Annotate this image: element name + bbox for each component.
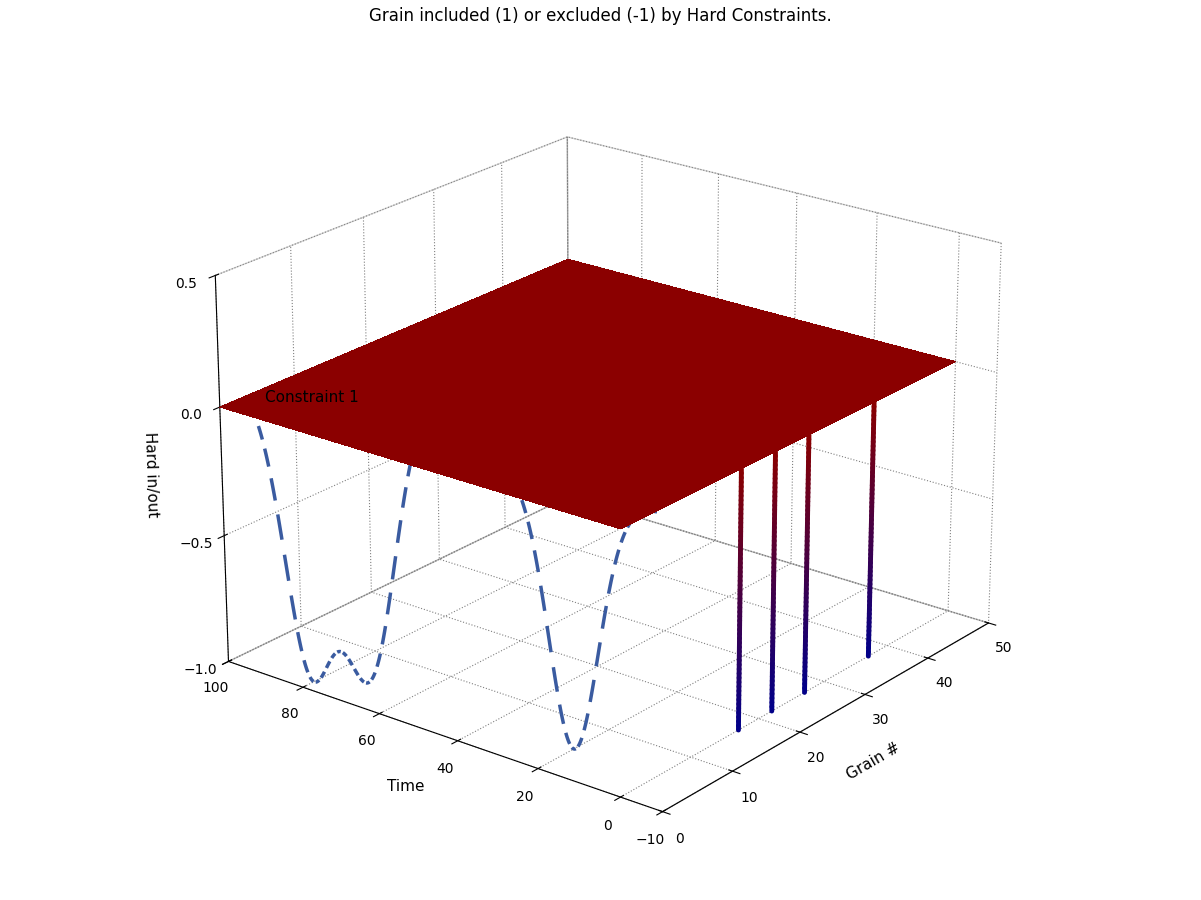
Title: Grain included (1) or excluded (-1) by Hard Constraints.: Grain included (1) or excluded (-1) by H…: [369, 7, 832, 25]
X-axis label: Grain #: Grain #: [844, 740, 903, 782]
Y-axis label: Time: Time: [387, 778, 424, 794]
